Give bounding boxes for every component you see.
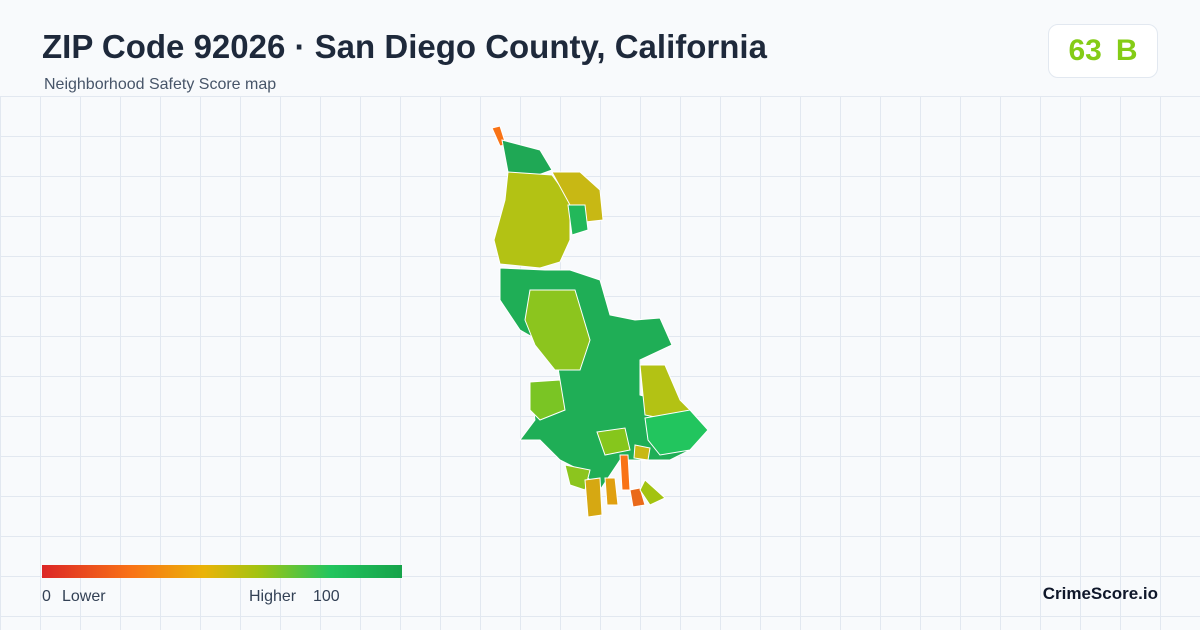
legend-min: 0 [42,588,51,605]
area [493,171,571,269]
area [644,409,709,456]
area [567,204,589,236]
area [596,427,631,456]
area [524,289,591,371]
title: ZIP Code 92026 · San Diego County, Calif… [42,28,767,65]
area [604,477,619,506]
subtitle: Neighborhood Safety Score map [44,76,277,93]
area [639,479,666,506]
legend-gradient [42,565,402,578]
legend-min-label: Lower [62,588,106,605]
header: ZIP Code 92026 · San Diego County, Calif… [0,0,1200,96]
area [564,464,591,491]
area [633,444,651,461]
area [619,454,631,491]
brand: CrimeScore.io [1042,584,1158,603]
legend-max-label: Higher [249,588,297,605]
score-badge: 63 B [1048,24,1158,78]
legend-max: 100 [313,588,340,605]
area [584,477,603,518]
score-value: 63 [1068,34,1102,67]
area [529,379,566,421]
score-grade: B [1115,34,1138,67]
